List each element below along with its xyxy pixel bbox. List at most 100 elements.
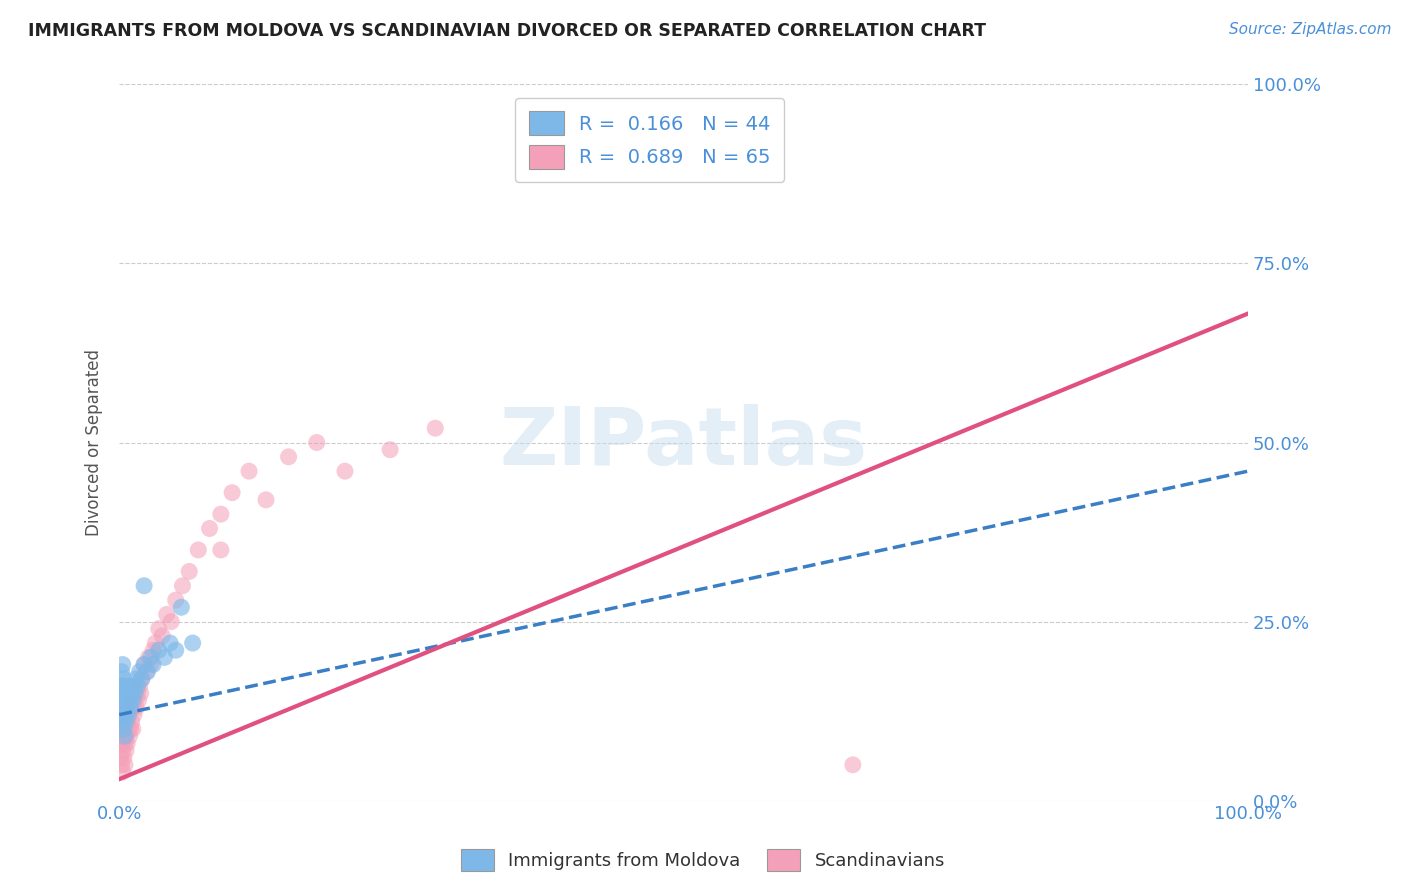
Point <box>114 757 136 772</box>
Point <box>111 700 134 714</box>
Point <box>277 450 299 464</box>
Point <box>165 593 187 607</box>
Point <box>111 657 134 672</box>
Point <box>122 707 145 722</box>
Point <box>118 707 141 722</box>
Text: Source: ZipAtlas.com: Source: ZipAtlas.com <box>1229 22 1392 37</box>
Point <box>120 700 142 714</box>
Point <box>138 650 160 665</box>
Point <box>115 679 138 693</box>
Point <box>115 736 138 750</box>
Point <box>120 679 142 693</box>
Point <box>125 700 148 714</box>
Point <box>135 665 157 679</box>
Point <box>110 757 132 772</box>
Point <box>131 672 153 686</box>
Point <box>378 442 401 457</box>
Point <box>114 736 136 750</box>
Point <box>121 722 143 736</box>
Point <box>115 743 138 757</box>
Y-axis label: Divorced or Separated: Divorced or Separated <box>86 349 103 536</box>
Point <box>114 729 136 743</box>
Point <box>112 693 135 707</box>
Point <box>115 693 138 707</box>
Point <box>115 714 138 729</box>
Point <box>117 686 139 700</box>
Point <box>179 565 201 579</box>
Point <box>209 507 232 521</box>
Point <box>148 622 170 636</box>
Text: IMMIGRANTS FROM MOLDOVA VS SCANDINAVIAN DIVORCED OR SEPARATED CORRELATION CHART: IMMIGRANTS FROM MOLDOVA VS SCANDINAVIAN … <box>28 22 986 40</box>
Point <box>209 543 232 558</box>
Point <box>142 657 165 672</box>
Point <box>139 650 162 665</box>
Point <box>111 707 134 722</box>
Point <box>122 686 145 700</box>
Point <box>156 607 179 622</box>
Point <box>114 686 136 700</box>
Point <box>112 722 135 736</box>
Point <box>111 679 134 693</box>
Legend: R =  0.166   N = 44, R =  0.689   N = 65: R = 0.166 N = 44, R = 0.689 N = 65 <box>515 98 785 182</box>
Point <box>131 672 153 686</box>
Point <box>121 700 143 714</box>
Point <box>128 665 150 679</box>
Point <box>121 714 143 729</box>
Point <box>187 543 209 558</box>
Point <box>165 643 187 657</box>
Point <box>132 579 155 593</box>
Point <box>110 750 132 764</box>
Point <box>110 686 132 700</box>
Point <box>198 521 221 535</box>
Point <box>121 686 143 700</box>
Point <box>117 707 139 722</box>
Point <box>112 714 135 729</box>
Point <box>128 679 150 693</box>
Point <box>114 707 136 722</box>
Point <box>111 714 134 729</box>
Point <box>153 650 176 665</box>
Point <box>124 686 146 700</box>
Legend: Immigrants from Moldova, Scandinavians: Immigrants from Moldova, Scandinavians <box>454 842 952 879</box>
Point <box>132 657 155 672</box>
Point <box>115 707 138 722</box>
Point <box>159 636 181 650</box>
Point <box>139 657 162 672</box>
Point <box>425 421 447 435</box>
Point <box>110 736 132 750</box>
Point <box>181 636 204 650</box>
Point <box>120 700 142 714</box>
Point <box>172 579 194 593</box>
Point <box>112 672 135 686</box>
Point <box>110 679 132 693</box>
Point <box>145 636 167 650</box>
Point <box>120 722 142 736</box>
Point <box>124 693 146 707</box>
Point <box>132 657 155 672</box>
Point <box>110 707 132 722</box>
Point <box>129 686 152 700</box>
Point <box>148 643 170 657</box>
Point <box>110 693 132 707</box>
Point <box>121 693 143 707</box>
Point <box>110 665 132 679</box>
Point <box>160 615 183 629</box>
Point <box>125 672 148 686</box>
Point <box>254 492 277 507</box>
Point <box>112 750 135 764</box>
Point <box>127 693 149 707</box>
Point <box>127 679 149 693</box>
Point <box>170 600 193 615</box>
Point <box>142 643 165 657</box>
Point <box>150 629 173 643</box>
Point <box>112 707 135 722</box>
Point <box>111 764 134 779</box>
Point <box>136 665 159 679</box>
Point <box>127 686 149 700</box>
Point <box>842 757 865 772</box>
Point <box>112 729 135 743</box>
Point <box>117 722 139 736</box>
Point <box>115 700 138 714</box>
Point <box>111 722 134 736</box>
Point <box>115 714 138 729</box>
